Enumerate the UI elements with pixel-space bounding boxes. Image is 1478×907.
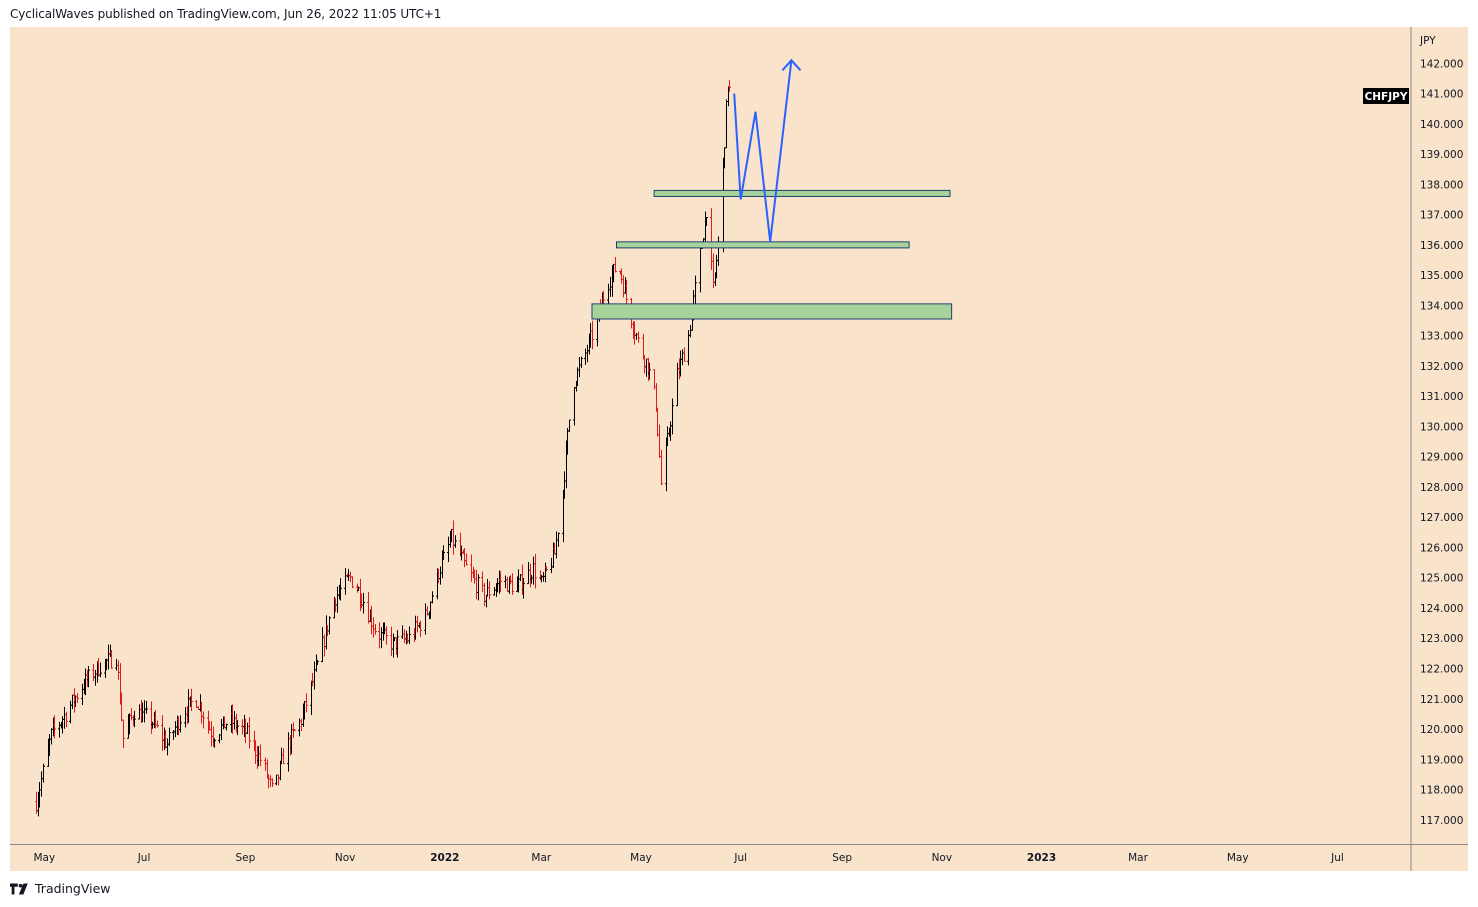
resistance-zone-upper[interactable] xyxy=(653,189,951,197)
price-tick-label: 134.000 xyxy=(1420,300,1463,312)
price-tick-label: 124.000 xyxy=(1420,603,1463,615)
price-tick-label: 137.000 xyxy=(1420,210,1463,222)
horizontal-zones xyxy=(591,189,953,320)
price-tick-label: 131.000 xyxy=(1420,391,1463,403)
time-tick-label: Nov xyxy=(335,852,356,864)
time-tick-label: Mar xyxy=(1128,852,1148,864)
price-tick-label: 120.000 xyxy=(1420,724,1463,736)
price-tick-label: 123.000 xyxy=(1420,633,1463,645)
price-tick-label: 133.000 xyxy=(1420,331,1463,343)
price-tick-label: 128.000 xyxy=(1420,482,1463,494)
price-tick-label: 136.000 xyxy=(1420,240,1463,252)
price-tick-label: 119.000 xyxy=(1420,754,1463,766)
price-tick-label: 130.000 xyxy=(1420,421,1463,433)
price-tick-label: 142.000 xyxy=(1420,58,1463,70)
time-tick-label: Nov xyxy=(932,852,953,864)
price-tick-label: 118.000 xyxy=(1420,785,1463,797)
publisher-caption: CyclicalWaves published on TradingView.c… xyxy=(10,7,442,21)
price-tick-label: 126.000 xyxy=(1420,542,1463,554)
price-tick-label: 117.000 xyxy=(1420,815,1463,827)
time-tick-label: Sep xyxy=(236,852,256,864)
price-tick-label: 122.000 xyxy=(1420,663,1463,675)
time-tick-label: May xyxy=(630,852,652,864)
price-tick-label: 127.000 xyxy=(1420,512,1463,524)
resistance-zone-middle[interactable] xyxy=(616,241,910,249)
price-tick-label: 141.000 xyxy=(1420,89,1463,101)
price-tick-label: 139.000 xyxy=(1420,149,1463,161)
time-tick-label: Jul xyxy=(137,852,151,864)
time-tick-label: Jul xyxy=(1330,852,1344,864)
forecast-arrowhead xyxy=(781,58,802,71)
time-tick-label: 2023 xyxy=(1027,852,1056,864)
time-axis-background xyxy=(10,844,1468,871)
price-tick-label: 135.000 xyxy=(1420,270,1463,282)
symbol-badge: CHFJPY xyxy=(1363,88,1409,104)
time-axis: May Jul Sep Nov 2022 Mar May Jul Sep Nov 2023 Mar Ma… xyxy=(33,852,1343,864)
time-tick-label: 2022 xyxy=(430,852,459,864)
forecast-projection xyxy=(733,58,802,242)
time-tick-label: Mar xyxy=(531,852,551,864)
time-tick-label: May xyxy=(33,852,55,864)
price-tick-label: 125.000 xyxy=(1420,573,1463,585)
symbol-label: CHFJPY xyxy=(1365,91,1408,103)
forecast-path-line[interactable] xyxy=(733,60,793,242)
ohlc-bars xyxy=(35,80,731,817)
currency-label: JPY xyxy=(1419,35,1436,47)
time-tick-label: Sep xyxy=(832,852,852,864)
price-tick-label: 129.000 xyxy=(1420,452,1463,464)
brand-footer[interactable]: TradingView xyxy=(10,881,111,896)
price-tick-label: 138.000 xyxy=(1420,179,1463,191)
support-zone-lower[interactable] xyxy=(591,303,953,320)
price-axis-background xyxy=(1411,27,1468,844)
brand-name: TradingView xyxy=(35,881,111,896)
price-tick-label: 132.000 xyxy=(1420,361,1463,373)
time-tick-label: May xyxy=(1227,852,1249,864)
tradingview-logo-icon xyxy=(10,882,28,895)
price-axis: 142.000 141.000 140.000 139.000 138.000 137.0… xyxy=(1420,58,1463,826)
price-tick-label: 121.000 xyxy=(1420,694,1463,706)
time-tick-label: Jul xyxy=(733,852,747,864)
chart-background xyxy=(10,27,1411,844)
price-tick-label: 140.000 xyxy=(1420,119,1463,131)
